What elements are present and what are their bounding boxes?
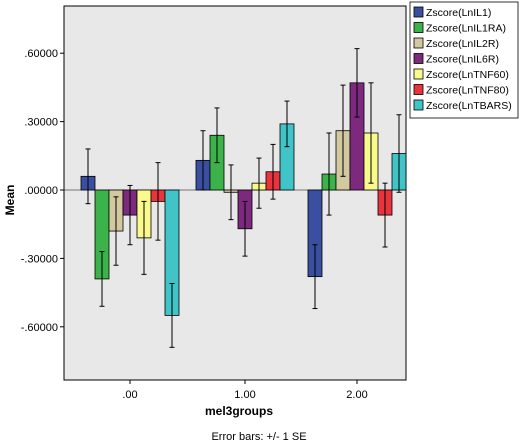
legend-swatch bbox=[413, 99, 424, 111]
legend-swatch bbox=[413, 84, 424, 95]
legend-label: Zscore(LnIL1RA) bbox=[426, 23, 506, 35]
y-axis: .60000 .30000 .00000 -.30000 -.60000 bbox=[21, 48, 64, 334]
legend-swatch bbox=[413, 68, 424, 80]
y-tick-label: .00000 bbox=[24, 185, 58, 197]
y-tick-label: .30000 bbox=[24, 117, 58, 129]
legend-label: Zscore(LnIL6R) bbox=[426, 54, 499, 66]
legend-box bbox=[409, 1, 519, 119]
legend-label: Zscore(LnTNF60) bbox=[426, 69, 509, 81]
bars-layer bbox=[64, 48, 407, 348]
error-bar-note: Error bars: +/- 1 SE bbox=[211, 431, 306, 443]
legend: Zscore(LnIL1) Zscore(LnIL1RA) Zscore(LnIL2… bbox=[409, 1, 519, 119]
y-axis-title: Mean bbox=[3, 185, 17, 216]
legend-label: Zscore(LnIL1) bbox=[426, 7, 491, 19]
legend-label: Zscore(LnTBARS) bbox=[426, 100, 512, 112]
legend-label: Zscore(LnIL2R) bbox=[426, 38, 499, 50]
y-tick-label: .60000 bbox=[24, 48, 58, 60]
legend-swatch bbox=[413, 53, 424, 64]
legend-swatch bbox=[413, 22, 424, 33]
y-tick-label: -.30000 bbox=[21, 253, 58, 265]
x-tick-label: 2.00 bbox=[346, 389, 367, 401]
x-tick-label: .00 bbox=[122, 389, 137, 401]
x-axis-title: mel3groups bbox=[205, 404, 273, 418]
legend-swatch bbox=[413, 6, 424, 18]
legend-swatch bbox=[413, 37, 424, 49]
x-tick-label: 1.00 bbox=[234, 389, 255, 401]
legend-label: Zscore(LnTNF80) bbox=[426, 85, 509, 97]
y-tick-label: -.60000 bbox=[21, 322, 58, 334]
x-axis: .00 1.00 2.00 bbox=[122, 380, 368, 401]
